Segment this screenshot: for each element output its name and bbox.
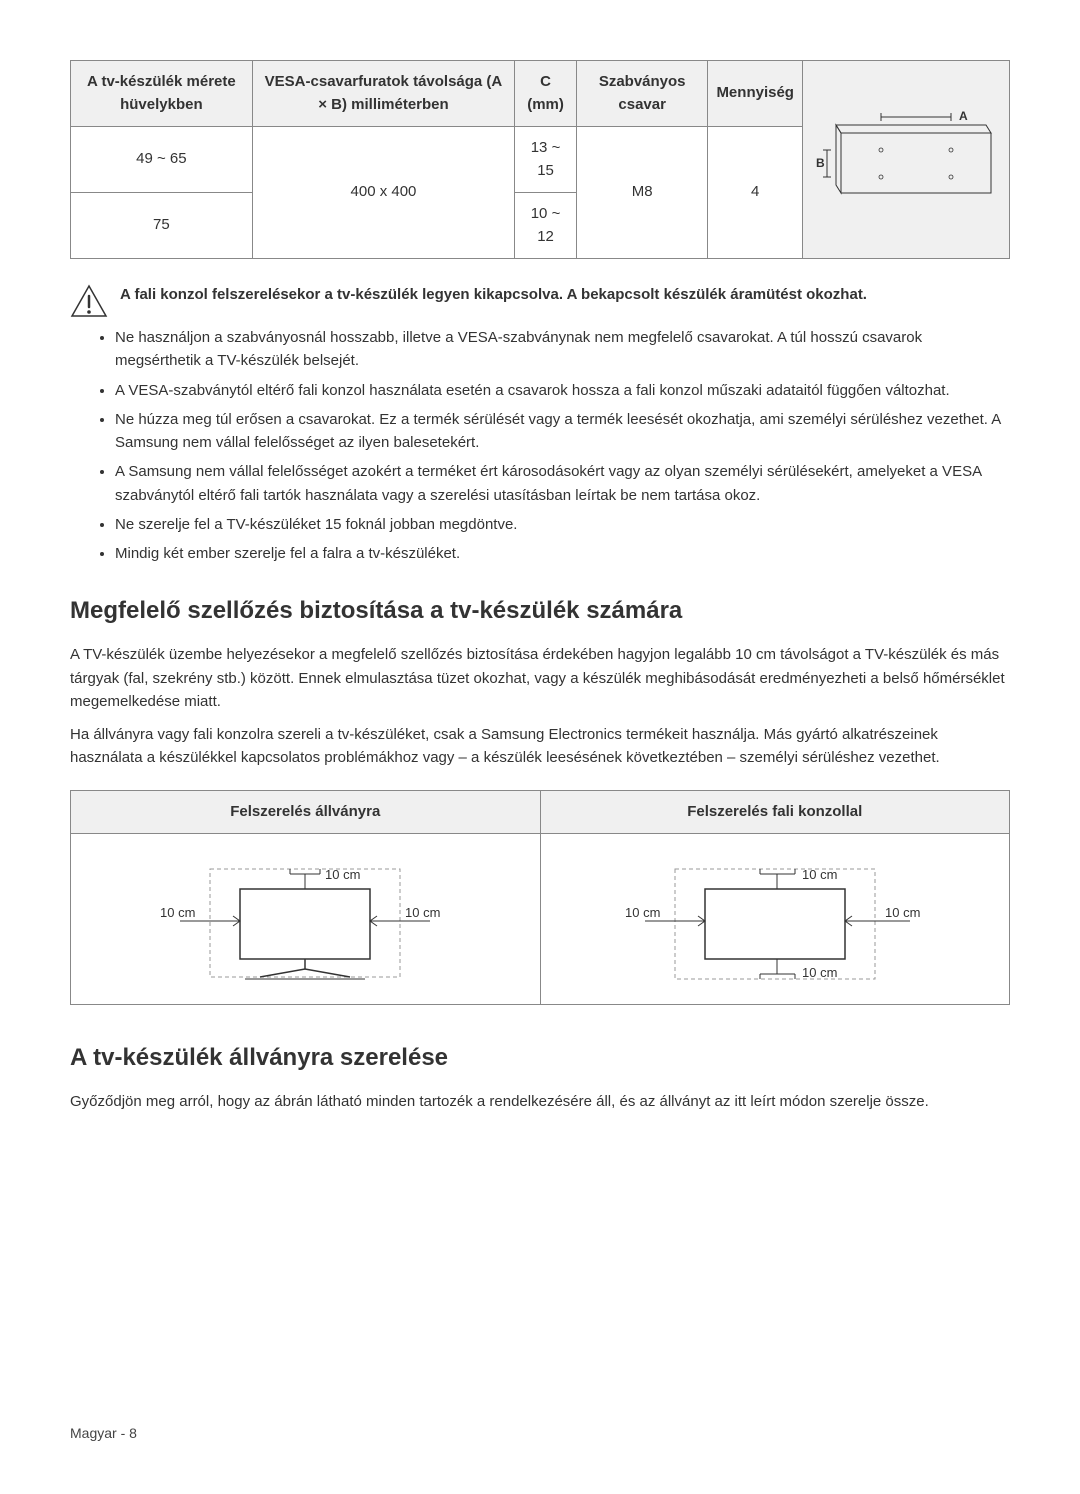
svg-text:10 cm: 10 cm xyxy=(160,905,195,920)
spec-header-c: C (mm) xyxy=(515,61,577,127)
ventilation-para-1: A TV-készülék üzembe helyezésekor a megf… xyxy=(70,643,1010,713)
svg-text:A: A xyxy=(959,109,968,123)
page-footer: Magyar - 8 xyxy=(70,1423,137,1444)
ventilation-heading: Megfelelő szellőzés biztosítása a tv-kés… xyxy=(70,593,1010,629)
spec-c-1: 13 ~ 15 xyxy=(515,127,577,193)
spec-header-qty: Mennyiség xyxy=(708,61,803,127)
vesa-spec-table: A tv-készülék mérete hüvelykben VESA-csa… xyxy=(70,60,1010,259)
spec-size-2: 75 xyxy=(71,193,253,259)
spec-vesa: 400 x 400 xyxy=(252,127,514,259)
svg-text:10 cm: 10 cm xyxy=(405,905,440,920)
spec-header-size: A tv-készülék mérete hüvelykben xyxy=(71,61,253,127)
spec-screw: M8 xyxy=(576,127,708,259)
warning-icon xyxy=(70,284,108,318)
spec-qty: 4 xyxy=(708,127,803,259)
bullet-item: Ne szerelje fel a TV-készüléket 15 fokná… xyxy=(115,513,1010,536)
install-wall-cell: 10 cm 10 cm 10 cm 10 cm xyxy=(540,834,1010,1005)
svg-text:10 cm: 10 cm xyxy=(885,905,920,920)
stand-mount-para: Győződjön meg arról, hogy az ábrán látha… xyxy=(70,1090,1010,1113)
bullet-item: Mindig két ember szerelje fel a falra a … xyxy=(115,542,1010,565)
bullet-item: A Samsung nem vállal felelősséget azokér… xyxy=(115,460,1010,507)
svg-text:B: B xyxy=(816,156,825,170)
svg-text:10 cm: 10 cm xyxy=(325,867,360,882)
spec-c-2: 10 ~ 12 xyxy=(515,193,577,259)
warning-text: A fali konzol felszerelésekor a tv-készü… xyxy=(120,284,867,305)
bullet-item: A VESA-szabványtól eltérő fali konzol ha… xyxy=(115,379,1010,402)
vesa-diagram-icon: A B xyxy=(811,105,1001,215)
install-stand-cell: 10 cm 10 cm 10 cm xyxy=(71,834,541,1005)
stand-install-icon: 10 cm 10 cm 10 cm xyxy=(140,849,470,989)
stand-mount-heading: A tv-készülék állványra szerelése xyxy=(70,1040,1010,1076)
install-header-stand: Felszerelés állványra xyxy=(71,790,541,834)
install-header-wall: Felszerelés fali konzollal xyxy=(540,790,1010,834)
spec-header-screw: Szabványos csavar xyxy=(576,61,708,127)
svg-text:10 cm: 10 cm xyxy=(802,965,837,980)
warning-bullet-list: Ne használjon a szabványosnál hosszabb, … xyxy=(70,326,1010,565)
warning-block: A fali konzol felszerelésekor a tv-készü… xyxy=(70,284,1010,318)
bullet-item: Ne használjon a szabványosnál hosszabb, … xyxy=(115,326,1010,373)
ventilation-para-2: Ha állványra vagy fali konzolra szereli … xyxy=(70,723,1010,770)
svg-text:10 cm: 10 cm xyxy=(625,905,660,920)
spec-size-1: 49 ~ 65 xyxy=(71,127,253,193)
wall-install-icon: 10 cm 10 cm 10 cm 10 cm xyxy=(610,849,940,989)
bullet-item: Ne húzza meg túl erősen a csavarokat. Ez… xyxy=(115,408,1010,455)
vesa-diagram-cell: A B xyxy=(802,61,1009,259)
installation-table: Felszerelés állványra Felszerelés fali k… xyxy=(70,790,1010,1006)
spec-header-vesa: VESA-csavarfuratok távolsága (A × B) mil… xyxy=(252,61,514,127)
svg-text:10 cm: 10 cm xyxy=(802,867,837,882)
